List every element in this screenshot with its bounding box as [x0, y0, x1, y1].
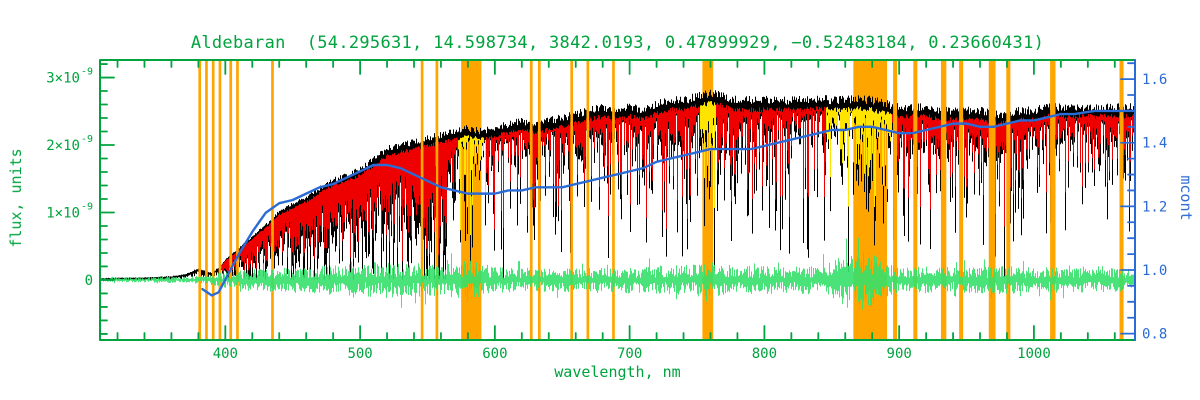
plot-title: Aldebaran (54.295631, 14.598734, 3842.01… [190, 33, 1045, 53]
y-axis-label-left: flux, units [7, 148, 25, 248]
x-axis-label: wavelength, nm [554, 363, 681, 381]
y-axis-label-right: mcont [1177, 175, 1195, 221]
